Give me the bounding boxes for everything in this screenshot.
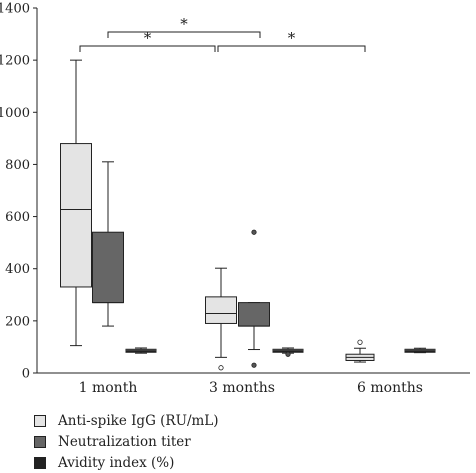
iqr-box [125,348,157,353]
significance-label: * [288,29,296,47]
x-tick-label: 1 month [79,380,138,396]
y-tick-label: 1400 [0,2,30,17]
significance-label: * [144,29,152,47]
significance-bracket [79,45,216,52]
y-tick-label: 400 [5,262,30,277]
legend-label: Avidity index (%) [58,454,175,471]
outlier-point [251,229,257,235]
iqr-box [205,296,237,324]
legend-swatch [34,456,46,469]
y-tick-label: 1000 [0,106,30,121]
iqr-box [92,231,124,304]
legend-label: Anti-spike IgG (RU/mL) [58,412,219,429]
legend-label: Neutralization titer [58,433,191,450]
legend-swatch [34,414,46,427]
outlier-point [251,362,257,368]
outlier-point [218,365,224,371]
y-tick-label: 800 [5,158,30,173]
significance-bracket [217,45,366,52]
iqr-box [238,302,270,327]
iqr-box [60,143,92,288]
significance-bracket [107,31,261,38]
outlier-point [357,339,363,345]
iqr-box [404,348,436,353]
y-tick-label: 600 [5,210,30,225]
significance-label: * [180,15,188,33]
y-tick-label: 1200 [0,54,30,69]
legend: Anti-spike IgG (RU/mL) Neutralization ti… [34,410,219,473]
x-tick-label: 6 months [357,380,423,396]
y-tick-label: 0 [22,367,30,382]
outlier-point [285,351,291,357]
box-plot-chart: 0 200 400 600 800 1000 1200 1400 1 month 3 month… [0,2,470,396]
y-axis: 0 200 400 600 800 1000 1200 1400 [0,2,38,382]
legend-item: Neutralization titer [34,431,219,452]
x-tick-label: 3 months [209,380,275,396]
y-tick-label: 200 [5,314,30,329]
legend-item: Avidity index (%) [34,452,219,473]
legend-swatch [34,435,46,448]
legend-item: Anti-spike IgG (RU/mL) [34,410,219,431]
